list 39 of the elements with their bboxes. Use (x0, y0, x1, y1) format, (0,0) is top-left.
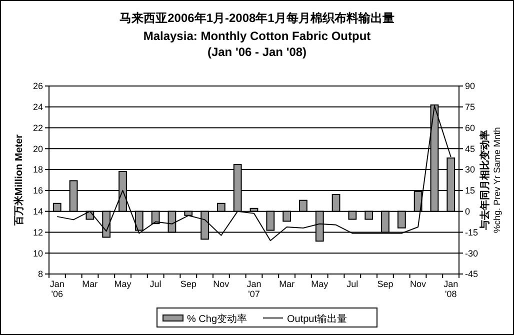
y-tick-label: 26 (32, 81, 43, 92)
y2-tick-label: 60 (465, 122, 476, 133)
x-tick-label: Sep (377, 279, 394, 289)
chart-subtitle: Malaysia: Monthly Cotton Fabric Output (Jan '06 - Jan '08) (143, 29, 371, 59)
y2-tick-label: 45 (465, 144, 476, 154)
x-tick-label: Sep (180, 279, 196, 289)
legend-label: % Chg变动率 (187, 313, 248, 325)
x-tick-label: Jan '07 (246, 279, 262, 299)
chart-title: 马来西亚2006年1月-2008年1月每月棉织布料输出量 (120, 11, 394, 25)
x-tick-label: Mar (82, 279, 98, 289)
y2-tick-label: 75 (465, 102, 476, 112)
x-tick-label: Jan '06 (50, 279, 64, 299)
y2-tick-label: -45 (465, 269, 478, 280)
x-tick-label: May (114, 279, 132, 289)
y-tick-label: 10 (32, 248, 43, 258)
x-tick-label: Jul (150, 279, 162, 289)
x-tick-label: Nov (213, 279, 230, 289)
y-tick-label: 20 (32, 144, 43, 154)
y2-tick-label: 0 (465, 206, 470, 216)
y-axis-title: 百万米Million Meter (13, 134, 25, 227)
x-tick-label: Jan '08 (444, 279, 458, 299)
x-tick-label: Jul (346, 279, 358, 289)
y2-axis-title: 与去年同月相比变动率 %chg. Prev Yr Same Mnth (479, 127, 502, 233)
y-tick-label: 22 (32, 122, 43, 133)
y2-tick-label: -15 (465, 227, 478, 238)
y2-tick-label: 90 (465, 81, 476, 92)
y2-tick-label: -30 (465, 248, 478, 258)
x-tick-label: May (311, 279, 329, 289)
y-tick-label: 24 (32, 102, 43, 112)
y2-tick-label: 15 (465, 186, 476, 196)
y-tick-label: 12 (32, 227, 43, 238)
y-tick-label: 16 (32, 186, 43, 196)
legend-label: Output输出量 (287, 313, 348, 325)
y-tick-label: 18 (32, 164, 43, 175)
x-tick-label: Mar (279, 279, 295, 289)
y2-tick-label: 30 (465, 164, 476, 175)
y-tick-label: 8 (38, 269, 43, 280)
y-tick-label: 14 (32, 206, 43, 216)
x-tick-label: Nov (410, 279, 427, 289)
